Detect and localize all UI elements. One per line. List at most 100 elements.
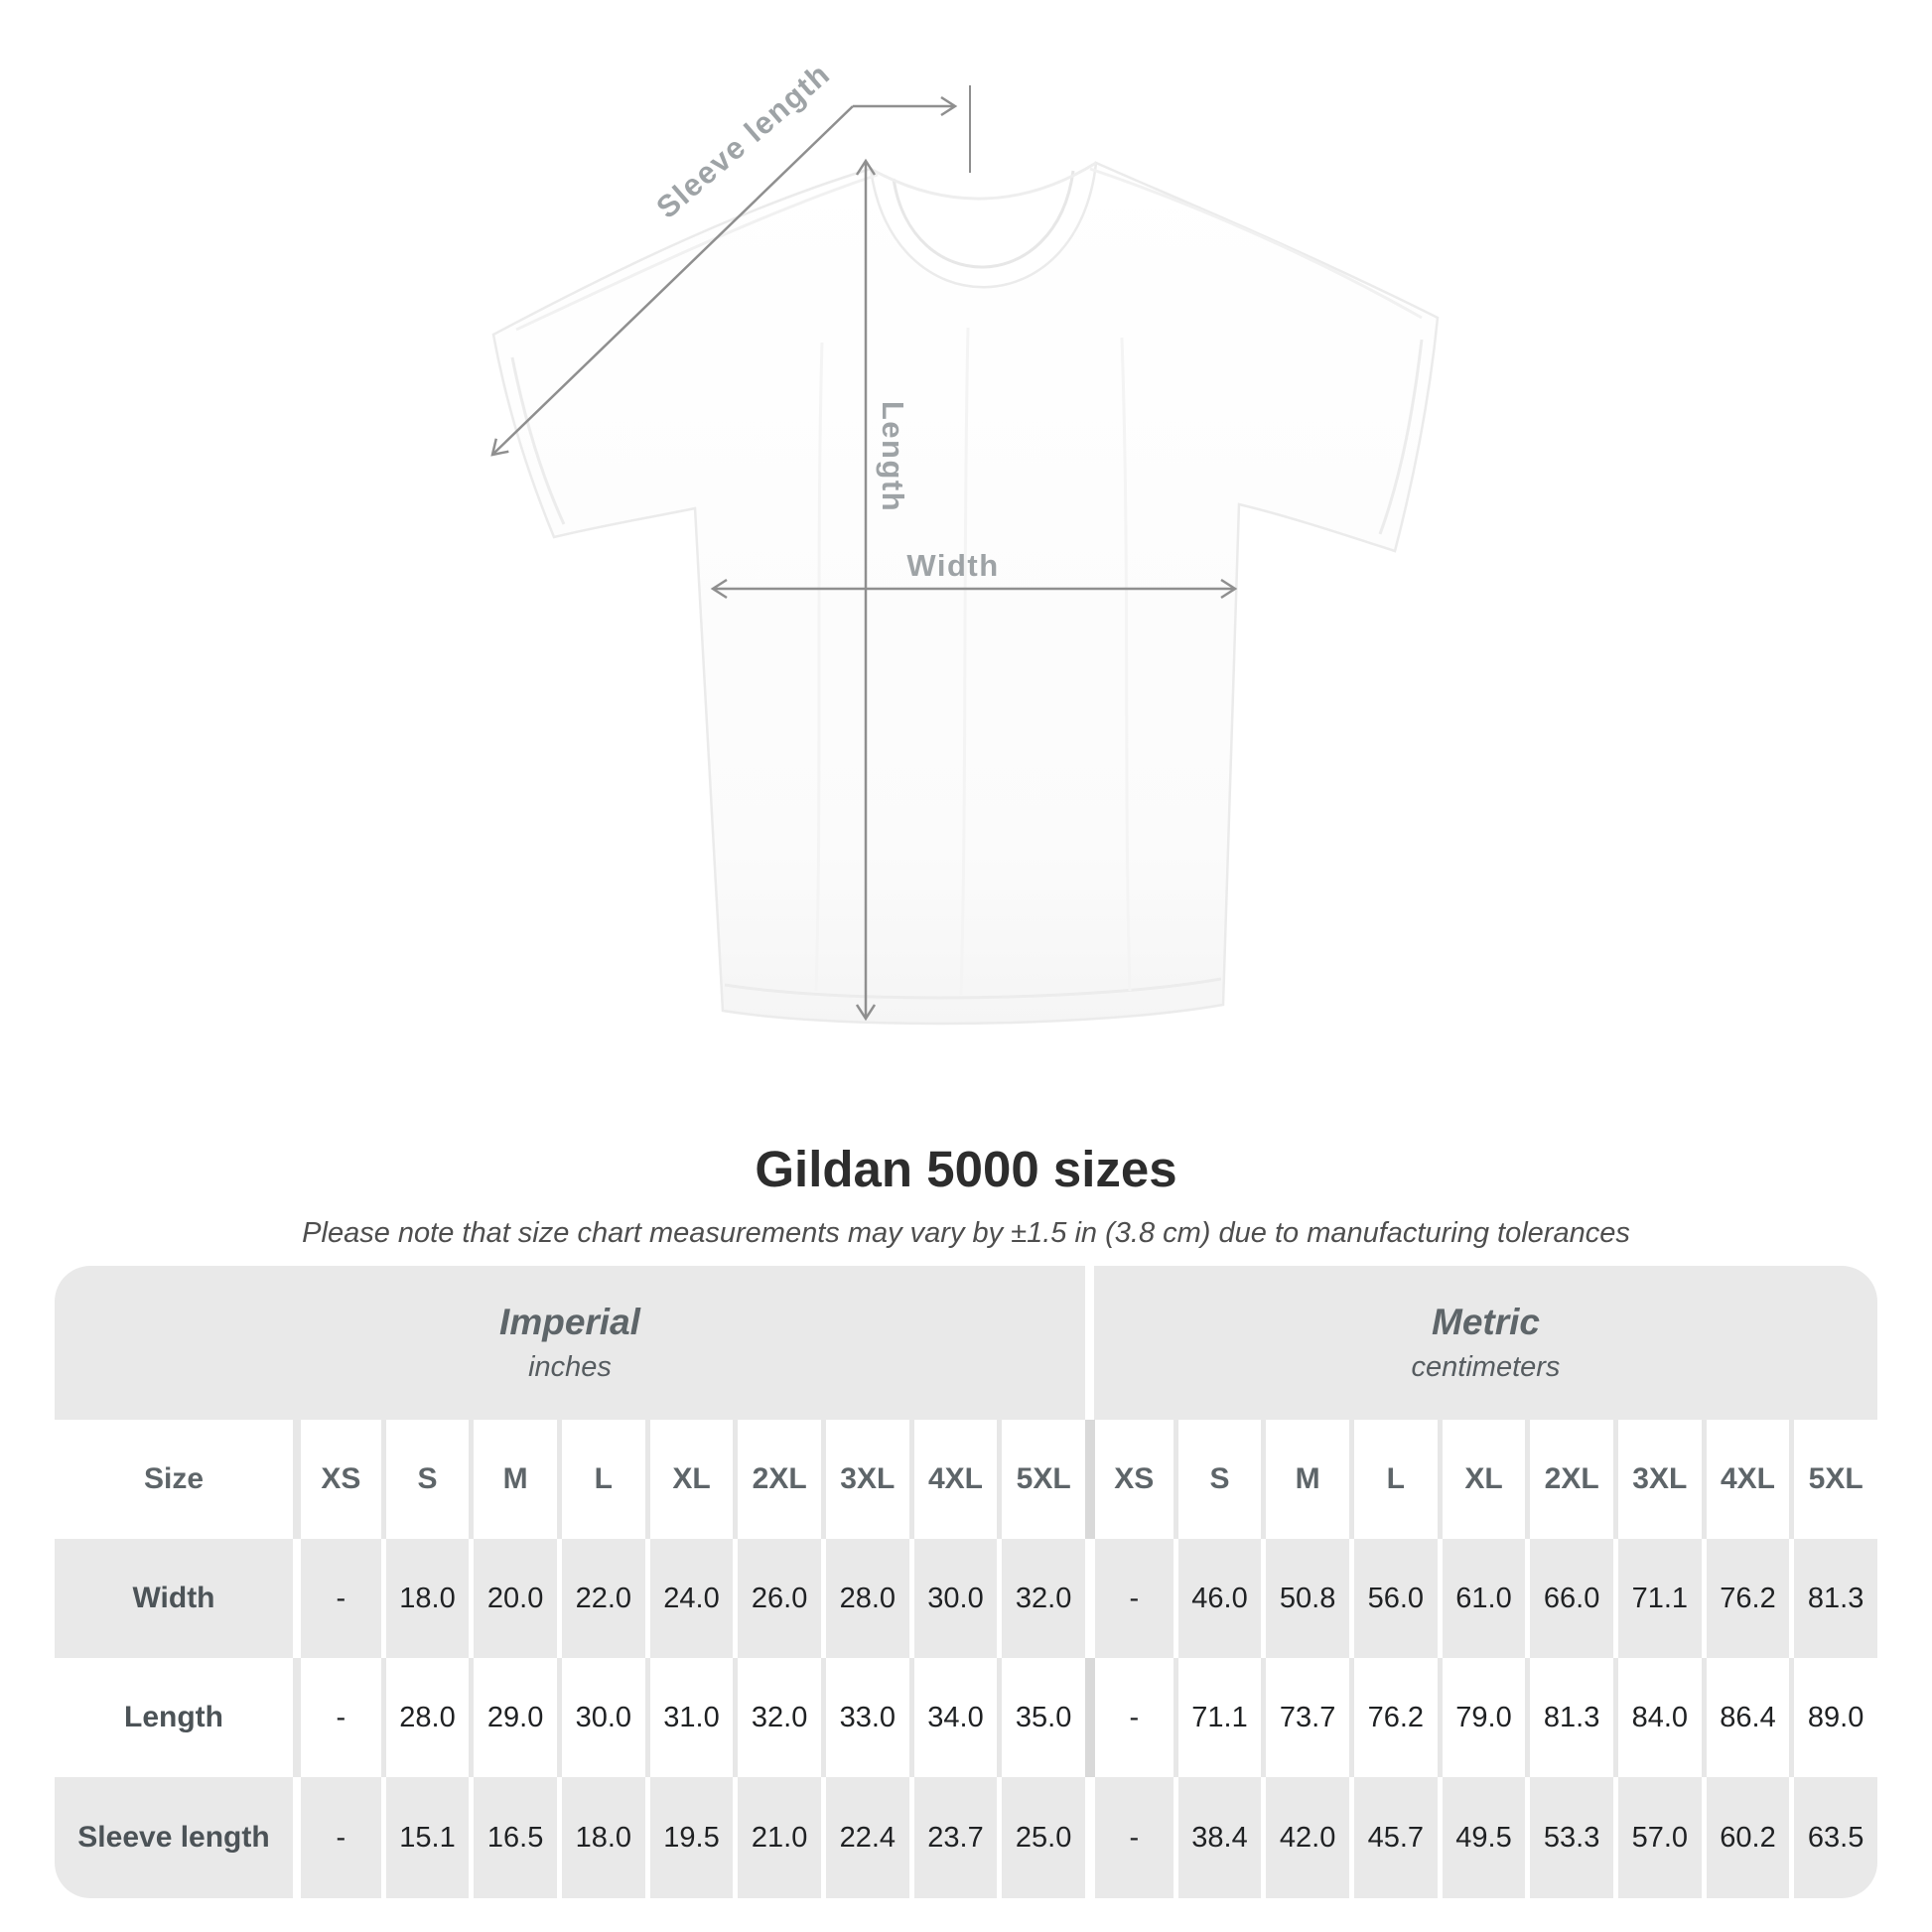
- page-title: Gildan 5000 sizes: [755, 1141, 1177, 1197]
- imperial-header: Imperial inches: [55, 1266, 1085, 1420]
- size-column-header-metric: 4XL: [1701, 1420, 1790, 1539]
- measurement-value-metric: 76.2: [1701, 1539, 1790, 1658]
- measurement-value-imperial: -: [293, 1658, 381, 1777]
- size-column-header-metric: 3XL: [1612, 1420, 1702, 1539]
- shoulder-seam-right: [1089, 167, 1423, 320]
- size-column-header-imperial: 5XL: [997, 1420, 1085, 1539]
- measurement-value-imperial: 25.0: [997, 1777, 1085, 1898]
- measurement-value-metric: 73.7: [1261, 1658, 1349, 1777]
- size-column-header-metric: L: [1348, 1420, 1438, 1539]
- measurement-value-imperial: 32.0: [733, 1658, 821, 1777]
- measurement-value-imperial: 26.0: [733, 1539, 821, 1658]
- measurement-value-imperial: 28.0: [380, 1658, 470, 1777]
- measurement-value-imperial: 29.0: [469, 1658, 557, 1777]
- measurement-value-imperial: 18.0: [556, 1777, 645, 1898]
- metric-header: Metric centimeters: [1094, 1266, 1877, 1420]
- measurement-value-metric: 63.5: [1789, 1777, 1877, 1898]
- measurement-value-metric: 76.2: [1348, 1658, 1438, 1777]
- row-label: Width: [132, 1582, 215, 1614]
- measurement-value-imperial: 32.0: [997, 1539, 1085, 1658]
- measurement-value-metric: 53.3: [1525, 1777, 1613, 1898]
- size-column-header-metric: 5XL: [1789, 1420, 1877, 1539]
- imperial-header-title: Imperial: [499, 1302, 640, 1342]
- collar-inner-line: [892, 170, 1075, 269]
- size-column-header-imperial: L: [556, 1420, 645, 1539]
- row-label: Length: [124, 1701, 223, 1733]
- measurement-value-metric: 71.1: [1612, 1539, 1702, 1658]
- size-table: Imperial inches Metric centimeters Size X…: [55, 1266, 1877, 1898]
- measurement-value-metric: 81.3: [1789, 1539, 1877, 1658]
- table-row: Width -18.0 20.0 22.0 24.0 26.0 28.0 30.0 32.0-4…: [55, 1539, 1877, 1658]
- measurement-value-metric: 57.0: [1612, 1777, 1702, 1898]
- size-column-header-metric: XS: [1084, 1420, 1173, 1539]
- size-header-row: Size XS S M L XL 2XL 3XL 4XL 5XL XS S M L XL 2XL 3XL 4XL 5…: [55, 1420, 1877, 1539]
- metric-header-unit: centimeters: [1411, 1351, 1561, 1383]
- metric-header-title: Metric: [1432, 1302, 1540, 1342]
- measurement-value-metric: 56.0: [1348, 1539, 1438, 1658]
- measurement-value-imperial: 31.0: [644, 1658, 734, 1777]
- measurement-value-metric: -: [1084, 1658, 1173, 1777]
- measurement-value-metric: 66.0: [1525, 1539, 1613, 1658]
- measurement-value-metric: 81.3: [1525, 1658, 1613, 1777]
- measurement-value-metric: 86.4: [1701, 1658, 1790, 1777]
- measurement-value-metric: 71.1: [1173, 1658, 1262, 1777]
- table-row: Length -28.0 29.0 30.0 31.0 32.0 33.0 34.0 35.0-…: [55, 1658, 1877, 1777]
- size-column-header-imperial: XS: [293, 1420, 381, 1539]
- measurement-value-imperial: 20.0: [469, 1539, 557, 1658]
- length-label: Length: [876, 400, 910, 513]
- size-column-header-imperial: 4XL: [908, 1420, 998, 1539]
- measurement-value-metric: -: [1084, 1777, 1173, 1898]
- measurement-value-imperial: -: [293, 1539, 381, 1658]
- tshirt-diagram: [490, 85, 1440, 1026]
- size-column-header-metric: M: [1261, 1420, 1349, 1539]
- measurement-value-imperial: 15.1: [380, 1777, 470, 1898]
- sleeve-length-arrow: [490, 105, 854, 457]
- measurement-value-metric: 46.0: [1173, 1539, 1262, 1658]
- size-column-header-imperial: 3XL: [820, 1420, 909, 1539]
- measurement-value-imperial: 22.4: [820, 1777, 909, 1898]
- measurement-value-imperial: 35.0: [997, 1658, 1085, 1777]
- size-column-header-imperial: M: [469, 1420, 557, 1539]
- back-neckline: [870, 161, 1097, 201]
- measurement-value-metric: 45.7: [1348, 1777, 1438, 1898]
- bottom-hem-line: [724, 977, 1222, 1000]
- size-column-header-metric: 2XL: [1525, 1420, 1613, 1539]
- measurement-value-metric: 61.0: [1437, 1539, 1526, 1658]
- measurement-value-metric: 84.0: [1612, 1658, 1702, 1777]
- measurement-value-imperial: 24.0: [644, 1539, 734, 1658]
- measurement-value-imperial: -: [293, 1777, 381, 1898]
- measurement-value-metric: 42.0: [1261, 1777, 1349, 1898]
- measurement-value-imperial: 30.0: [908, 1539, 998, 1658]
- measurement-value-metric: 89.0: [1789, 1658, 1877, 1777]
- table-row: Sleeve length -15.1 16.5 18.0 19.5 21.0 22.4 23…: [55, 1777, 1877, 1898]
- measurement-value-imperial: 30.0: [556, 1658, 645, 1777]
- measurement-value-imperial: 21.0: [733, 1777, 821, 1898]
- tolerance-note: Please note that size chart measurements…: [302, 1217, 1630, 1249]
- measurement-value-imperial: 19.5: [644, 1777, 734, 1898]
- sleeve-hem-line-left: [510, 356, 566, 525]
- measurement-value-metric: -: [1084, 1539, 1173, 1658]
- measurement-value-imperial: 23.7: [908, 1777, 998, 1898]
- size-table-body: Width -18.0 20.0 22.0 24.0 26.0 28.0 30.0 32.0-4…: [55, 1539, 1877, 1898]
- measurement-value-imperial: 18.0: [380, 1539, 470, 1658]
- imperial-header-unit: inches: [528, 1351, 612, 1383]
- sleeve-hem-line-right: [1378, 339, 1424, 535]
- measurement-value-imperial: 33.0: [820, 1658, 909, 1777]
- measurement-value-metric: 49.5: [1437, 1777, 1526, 1898]
- section-divider: [1085, 1266, 1094, 1420]
- measurement-value-metric: 79.0: [1437, 1658, 1526, 1777]
- measurement-value-imperial: 22.0: [556, 1539, 645, 1658]
- size-column-header-imperial: 2XL: [733, 1420, 821, 1539]
- size-column-label: Size: [143, 1462, 205, 1495]
- size-column-header-imperial: XL: [644, 1420, 734, 1539]
- shoulder-seam-left: [515, 173, 879, 332]
- size-column-header-metric: S: [1173, 1420, 1262, 1539]
- measurement-value-imperial: 34.0: [908, 1658, 998, 1777]
- measurement-value-metric: 50.8: [1261, 1539, 1349, 1658]
- measurement-value-imperial: 28.0: [820, 1539, 909, 1658]
- measurement-value-metric: 60.2: [1701, 1777, 1790, 1898]
- unit-header-row: Imperial inches Metric centimeters: [55, 1266, 1877, 1420]
- width-label: Width: [906, 548, 1000, 583]
- size-column-header-metric: XL: [1437, 1420, 1526, 1539]
